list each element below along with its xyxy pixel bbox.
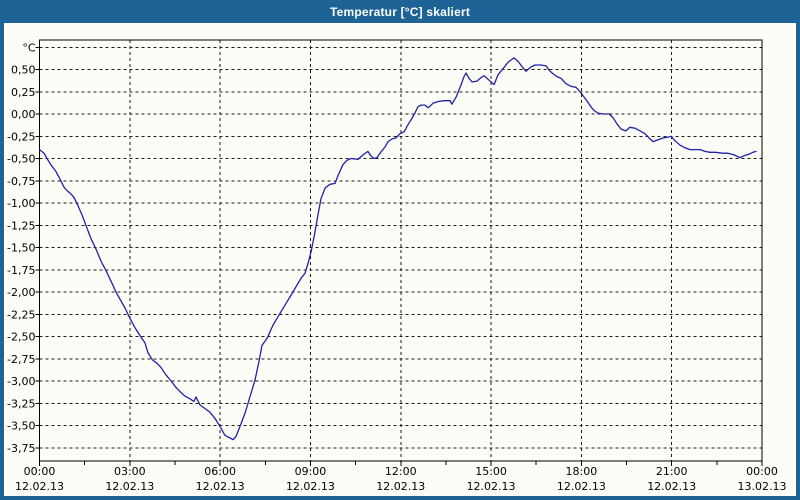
- y-tick-label: -3,75: [7, 442, 35, 455]
- axis-ticks: [35, 46, 763, 466]
- x-tick-date-label: 12.02.13: [196, 480, 245, 493]
- x-tick-date-label: 12.02.13: [105, 480, 154, 493]
- x-tick-time-label: 03:00: [114, 465, 146, 478]
- y-tick-label: -2,50: [7, 331, 35, 344]
- x-tick-time-label: 06:00: [204, 465, 236, 478]
- y-tick-label: -3,00: [7, 375, 35, 388]
- y-tick-label: -1,50: [7, 242, 35, 255]
- y-tick-label: -3,50: [7, 420, 35, 433]
- x-tick-time-label: 12:00: [385, 465, 417, 478]
- x-tick-date-label: 12.02.13: [286, 480, 335, 493]
- y-tick-label: 0,00: [11, 108, 36, 121]
- y-tick-label: -1,75: [7, 264, 35, 277]
- y-tick-label: -0,50: [7, 153, 35, 166]
- x-tick-time-label: 18:00: [566, 465, 598, 478]
- x-tick-date-label: 12.02.13: [647, 480, 696, 493]
- y-tick-label: -3,25: [7, 397, 35, 410]
- y-tick-label: -1,00: [7, 197, 35, 210]
- x-tick-date-label: 12.02.13: [15, 480, 64, 493]
- y-axis-labels: °C 0,50 0,25 0,00 -0,25 -0,50 -0,75 -1,00 -1,25 -…: [7, 41, 36, 455]
- x-tick-date-label: 13.02.13: [738, 480, 787, 493]
- y-tick-label: 0,50: [11, 64, 36, 77]
- x-tick-time-label: 09:00: [295, 465, 327, 478]
- x-tick-time-label: 21:00: [656, 465, 688, 478]
- x-tick-date-label: 12.02.13: [467, 480, 516, 493]
- temperature-line: [38, 57, 757, 441]
- y-tick-label: -2,25: [7, 308, 35, 321]
- chart-content: °C 0,50 0,25 0,00 -0,25 -0,50 -0,75 -1,00 -1,25 -…: [4, 23, 796, 496]
- y-tick-label: -0,75: [7, 175, 35, 188]
- x-tick-time-label: 15:00: [475, 465, 507, 478]
- y-axis-unit-label: °C: [22, 41, 36, 54]
- x-tick-date-label: 12.02.13: [376, 480, 425, 493]
- gridlines: [39, 40, 762, 461]
- y-tick-label: -0,25: [7, 130, 35, 143]
- x-tick-date-label: 12.02.13: [557, 480, 606, 493]
- y-tick-label: -1,25: [7, 219, 35, 232]
- y-tick-label: -2,00: [7, 286, 35, 299]
- x-tick-time-label: 00:00: [24, 465, 56, 478]
- temperature-chart: °C 0,50 0,25 0,00 -0,25 -0,50 -0,75 -1,00 -1,25 -…: [7, 39, 786, 493]
- y-tick-label: 0,25: [11, 86, 36, 99]
- title-bar: Temperatur [°C] skaliert: [0, 0, 800, 23]
- y-tick-label: -2,75: [7, 353, 35, 366]
- window-title: Temperatur [°C] skaliert: [329, 4, 471, 19]
- x-tick-time-label: 00:00: [746, 465, 778, 478]
- x-axis-labels: 00:00 12.02.13 03:00 12.02.13 06:00 12.02.13 0…: [15, 465, 786, 493]
- plot-frame: [39, 39, 763, 462]
